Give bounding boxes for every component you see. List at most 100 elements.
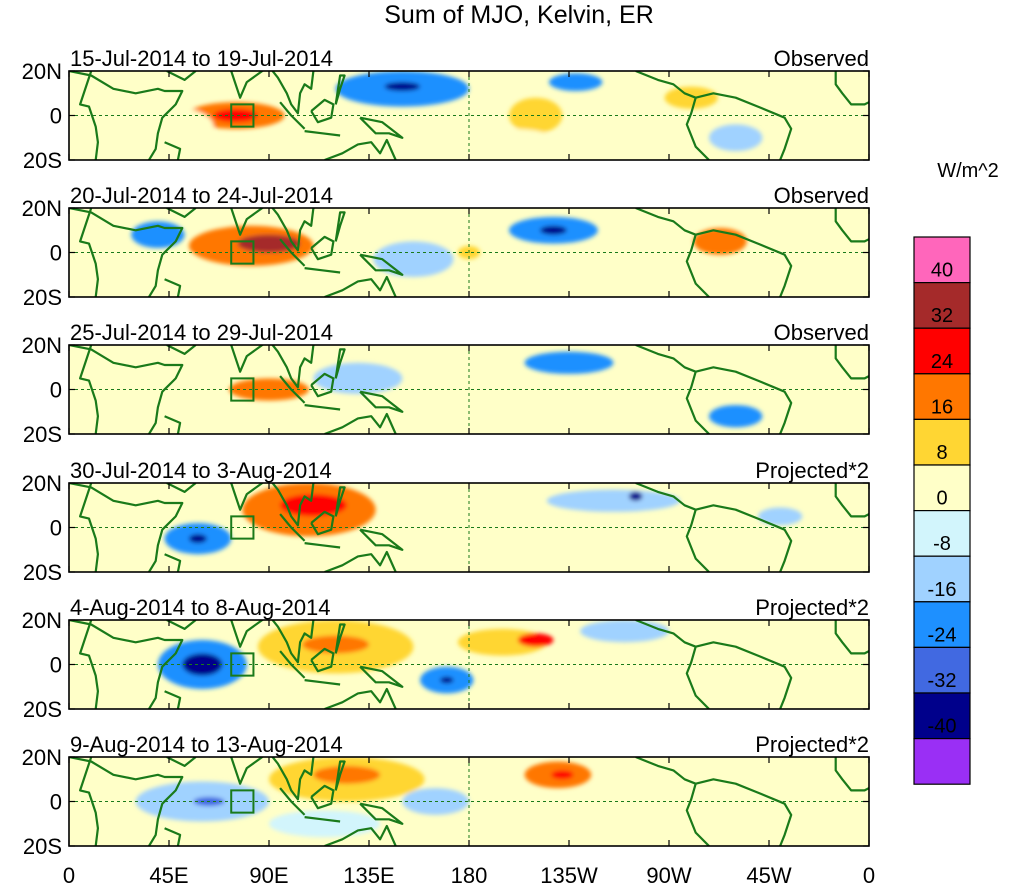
coastline bbox=[685, 97, 710, 160]
panel-5: 20N 0 20S 4-Aug-2014 to 8-Aug-2014 Projected… bbox=[22, 595, 870, 722]
anomaly-blob bbox=[549, 73, 603, 92]
coastline bbox=[334, 486, 346, 517]
anomaly-blob bbox=[709, 405, 763, 428]
reference-box bbox=[230, 515, 255, 540]
coastline bbox=[310, 647, 335, 673]
y-tick-label: 0 bbox=[50, 104, 62, 129]
y-tick-label: 20S bbox=[23, 834, 62, 859]
anomaly-blob bbox=[191, 349, 258, 372]
coastline bbox=[209, 345, 317, 389]
anomaly-blob bbox=[757, 507, 803, 526]
x-axis: 0 45E 90E 135E 180 135W 90W 45W 0 bbox=[63, 863, 875, 888]
y-tick-label: 20S bbox=[23, 560, 62, 585]
coastline bbox=[334, 760, 346, 791]
coastline bbox=[209, 757, 317, 801]
coastline bbox=[324, 412, 397, 434]
coastline bbox=[359, 390, 404, 413]
coastline bbox=[69, 757, 184, 846]
anomaly-blob bbox=[517, 633, 554, 647]
x-tick-label: 90E bbox=[249, 863, 288, 888]
coastline bbox=[166, 483, 197, 493]
coastline bbox=[78, 620, 100, 709]
coastline bbox=[164, 690, 182, 709]
coastline bbox=[310, 510, 335, 536]
anomaly-blob bbox=[524, 351, 614, 374]
anomaly-blob bbox=[629, 491, 643, 501]
coastline bbox=[324, 550, 397, 572]
y-tick-label: 20N bbox=[22, 471, 62, 496]
colorbar-label: -32 bbox=[928, 670, 957, 692]
panel-date-range: 9-Aug-2014 to 13-Aug-2014 bbox=[70, 732, 343, 757]
coastline bbox=[334, 74, 346, 105]
panel-label: Observed bbox=[774, 46, 869, 71]
coastline bbox=[834, 620, 869, 655]
panel-2: 20N 0 20S 20-Jul-2014 to 24-Jul-2014 Observe… bbox=[22, 183, 870, 310]
coastline bbox=[359, 802, 404, 825]
reference-box bbox=[230, 377, 255, 402]
anomaly-blob bbox=[535, 261, 647, 289]
x-tick-label: 90W bbox=[646, 863, 691, 888]
reference-box bbox=[230, 789, 255, 814]
colorbar-label: -8 bbox=[933, 533, 951, 555]
coastline bbox=[304, 267, 341, 274]
coastline bbox=[685, 234, 710, 297]
coastline bbox=[304, 130, 341, 137]
coastline bbox=[359, 116, 404, 139]
anomaly-blob bbox=[469, 128, 558, 156]
colorbar-label: -40 bbox=[928, 716, 957, 738]
y-tick-label: 20N bbox=[22, 608, 62, 633]
panel-6: 20N 0 20S 9-Aug-2014 to 13-Aug-2014 Projecte… bbox=[22, 732, 870, 859]
coastline bbox=[304, 542, 341, 549]
coastline bbox=[209, 483, 317, 527]
colorbar-label: 16 bbox=[931, 396, 953, 418]
coastline bbox=[310, 98, 335, 124]
coastline bbox=[304, 816, 341, 823]
anomaly-blob bbox=[189, 534, 207, 544]
coastline bbox=[324, 687, 397, 709]
coastline bbox=[324, 824, 397, 846]
colorbar-label: 8 bbox=[936, 442, 947, 464]
coastline bbox=[359, 528, 404, 551]
coastlines bbox=[69, 620, 869, 709]
coastline bbox=[69, 483, 184, 572]
anomaly-field bbox=[69, 483, 869, 572]
coastline bbox=[166, 208, 197, 218]
anomaly-blob bbox=[709, 124, 763, 152]
coastline bbox=[834, 483, 869, 518]
colorbar-label: 40 bbox=[931, 260, 953, 282]
coastline bbox=[310, 372, 335, 398]
x-tick-label: 45E bbox=[149, 863, 188, 888]
panel-date-range: 15-Jul-2014 to 19-Jul-2014 bbox=[70, 46, 333, 71]
coastline bbox=[834, 71, 869, 106]
coastline bbox=[310, 784, 335, 810]
coastline bbox=[635, 620, 793, 709]
coastline bbox=[78, 71, 100, 160]
x-tick-label: 0 bbox=[63, 863, 75, 888]
y-tick-label: 20S bbox=[23, 422, 62, 447]
coastline bbox=[209, 208, 317, 252]
anomaly-blob bbox=[440, 676, 454, 684]
y-tick-label: 0 bbox=[50, 241, 62, 266]
coastline bbox=[164, 553, 182, 572]
anomaly-blob bbox=[313, 765, 381, 784]
coastline bbox=[685, 371, 710, 434]
anomaly-field bbox=[69, 71, 869, 160]
coastline bbox=[685, 783, 710, 846]
anomaly-field bbox=[69, 208, 869, 297]
coastline bbox=[69, 71, 184, 160]
colorbar-swatch bbox=[913, 373, 971, 420]
coastline bbox=[359, 665, 404, 688]
anomaly-blob bbox=[313, 362, 403, 394]
panel-4: 20N 0 20S 30-Jul-2014 to 3-Aug-2014 Projecte… bbox=[22, 458, 870, 585]
colorbar-swatch bbox=[913, 236, 971, 284]
anomaly-field bbox=[69, 620, 869, 709]
anomaly-blob bbox=[373, 241, 454, 277]
colorbar-units-label: W/m^2 bbox=[937, 160, 999, 182]
coastline bbox=[209, 620, 317, 664]
colorbar-swatch bbox=[913, 327, 971, 375]
x-tick-label: 135W bbox=[540, 863, 598, 888]
coastline bbox=[304, 679, 341, 686]
panel-date-range: 4-Aug-2014 to 8-Aug-2014 bbox=[70, 595, 331, 620]
panel-label: Observed bbox=[774, 320, 869, 345]
x-tick-label: 180 bbox=[451, 863, 488, 888]
